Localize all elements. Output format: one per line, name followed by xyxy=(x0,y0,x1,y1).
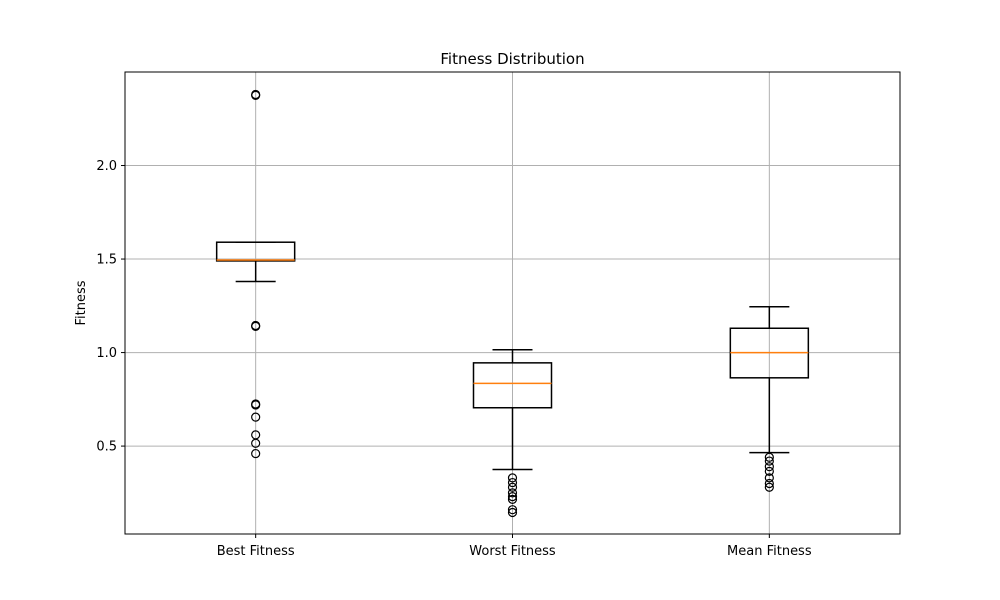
outlier-point xyxy=(764,478,774,489)
x-tick-label: Best Fitness xyxy=(217,544,295,559)
outlier-point xyxy=(251,90,261,100)
outlier-point xyxy=(764,456,774,466)
outlier-point xyxy=(507,494,518,504)
outlier-point xyxy=(251,412,261,422)
outlier-point xyxy=(507,488,518,498)
y-tick-label: 0.5 xyxy=(96,440,117,455)
outlier-point xyxy=(251,448,261,459)
box-group xyxy=(472,349,553,518)
outlier-point xyxy=(507,477,518,488)
outlier-point xyxy=(507,505,518,515)
y-tick-label: 2.0 xyxy=(96,159,117,174)
x-tick-label: Worst Fitness xyxy=(469,544,556,559)
y-tick-label: 1.5 xyxy=(96,253,117,268)
outlier-point xyxy=(764,473,774,483)
chart-title: Fitness Distribution xyxy=(440,50,584,68)
box-iqr xyxy=(472,362,553,409)
outlier-point xyxy=(764,482,774,492)
tick-layer: 0.5 1.0 1.5 2.0 Best Fitness Worst Fitness Mea… xyxy=(96,159,812,559)
outlier-point xyxy=(507,491,518,502)
box-group xyxy=(729,305,810,492)
outlier-point xyxy=(764,466,774,476)
outlier-point xyxy=(764,452,774,462)
outlier-point xyxy=(764,462,774,472)
grid-layer xyxy=(125,72,900,534)
box-layer xyxy=(215,89,810,518)
outlier-point xyxy=(251,321,261,331)
outlier-point xyxy=(251,400,261,410)
outlier-point xyxy=(507,482,518,492)
outlier-point xyxy=(507,507,518,518)
y-tick-label: 1.0 xyxy=(96,346,117,361)
y-axis-label: Fitness xyxy=(74,280,89,325)
outlier-point xyxy=(507,473,518,483)
x-tick-label: Mean Fitness xyxy=(727,544,812,559)
box-group xyxy=(215,89,296,459)
box-iqr xyxy=(215,241,296,262)
outlier-point xyxy=(251,438,261,448)
